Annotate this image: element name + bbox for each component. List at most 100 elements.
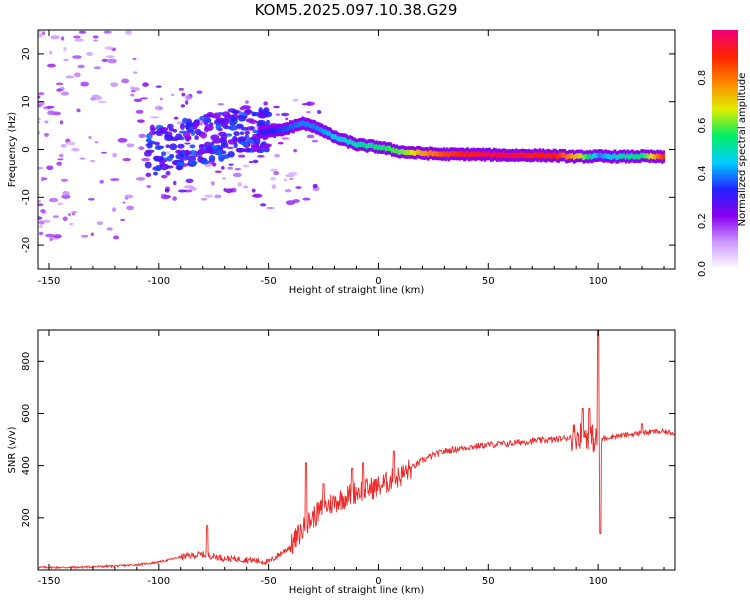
heatmap-ridge-core xyxy=(406,149,410,156)
heatmap-ridge-core xyxy=(516,152,520,159)
heatmap-noise-cell xyxy=(281,112,290,117)
heatmap-ridge-core xyxy=(510,152,513,159)
heatmap-noise-cell xyxy=(121,78,130,84)
heatmap-noise-cell xyxy=(38,117,41,121)
heatmap-ridge-core xyxy=(354,142,358,148)
heatmap-noise-cell xyxy=(137,119,145,123)
heatmap-cluster-cell xyxy=(198,144,205,148)
heatmap-ridge-core xyxy=(270,128,273,134)
heatmap-noise-cell xyxy=(270,177,276,181)
heatmap-ridge-core xyxy=(659,153,662,159)
heatmap-noise-cell xyxy=(66,141,76,146)
heatmap-cluster-cell xyxy=(219,137,226,144)
heatmap-cluster-cell xyxy=(194,135,199,140)
heatmap-noise-cell xyxy=(252,193,263,198)
snr-y-tick-label: 200 xyxy=(21,508,32,527)
heatmap-ridge-core xyxy=(329,131,332,137)
heatmap-ridge-core xyxy=(412,150,416,156)
heatmap-cluster-cell xyxy=(196,151,204,155)
heatmap-noise-cell xyxy=(285,117,289,121)
heatmap-y-tick-label: 20 xyxy=(21,48,32,61)
heatmap-ridge-core xyxy=(519,152,523,158)
heatmap-noise-cell xyxy=(38,95,41,99)
heatmap-ridge-core xyxy=(524,152,527,158)
heatmap-ridge-core xyxy=(361,141,364,148)
heatmap-ridge-core xyxy=(649,153,653,159)
heatmap-ridge-core xyxy=(389,146,393,152)
heatmap-ridge-core xyxy=(290,123,294,130)
heatmap-noise-cell xyxy=(275,113,281,116)
heatmap-ridge-core xyxy=(511,152,515,158)
heatmap-noise-cell xyxy=(38,200,42,203)
heatmap-noise-cell xyxy=(232,172,242,178)
heatmap-ridge-core xyxy=(265,130,269,136)
heatmap-noise-cell xyxy=(62,190,70,196)
heatmap-noise-cell xyxy=(220,165,225,170)
heatmap-ridge-core xyxy=(472,151,476,157)
heatmap-ridge-core xyxy=(607,153,611,159)
heatmap-cluster-cell xyxy=(248,119,258,124)
heatmap-noise-cell xyxy=(311,140,319,143)
heatmap-ridge-core xyxy=(514,152,518,158)
heatmap-cluster-cell xyxy=(167,123,174,129)
heatmap-cluster-cell xyxy=(143,150,152,157)
heatmap-cluster-cell xyxy=(265,119,271,126)
snr-x-tick-label: -150 xyxy=(38,576,61,587)
heatmap-noise-cell xyxy=(256,154,265,158)
heatmap-noise-cell xyxy=(217,102,225,106)
heatmap-ridge-core xyxy=(535,152,538,158)
heatmap-ridge-core xyxy=(441,152,444,158)
heatmap-ridge-core xyxy=(442,150,446,157)
heatmap-ridge-core xyxy=(422,150,425,157)
heatmap-ridge-core xyxy=(480,152,484,158)
heatmap-noise-cell xyxy=(40,208,46,214)
heatmap-ridge-core xyxy=(474,152,477,158)
heatmap-noise-cell xyxy=(47,110,56,116)
heatmap-noise-cell xyxy=(225,188,233,194)
heatmap-noise-cell xyxy=(89,159,96,163)
heatmap-ridge-core xyxy=(574,153,578,159)
heatmap-x-tick-label: -50 xyxy=(260,276,276,287)
heatmap-ridge-core xyxy=(461,151,465,157)
heatmap-noise-cell xyxy=(196,90,203,94)
heatmap-ridge-core xyxy=(634,154,637,160)
heatmap-ridge-core xyxy=(359,141,363,148)
heatmap-ridge-core xyxy=(337,136,341,142)
heatmap-ridge-core xyxy=(383,144,386,151)
heatmap-noise-cell xyxy=(178,87,185,91)
heatmap-ridge-core xyxy=(381,144,385,151)
heatmap-noise-cell xyxy=(38,101,45,106)
heatmap-ridge-core xyxy=(320,127,323,133)
heatmap-cluster-cell xyxy=(192,123,198,130)
heatmap-ridge-core xyxy=(278,127,281,133)
heatmap-cluster-cell xyxy=(226,133,233,137)
heatmap-ridge-core xyxy=(455,151,458,157)
heatmap-noise-cell xyxy=(59,120,64,125)
heatmap-ridge-core xyxy=(268,128,272,134)
heatmap-ridge-core xyxy=(284,126,287,132)
heatmap-noise-cell xyxy=(281,137,290,140)
heatmap-ridge-core xyxy=(541,152,545,158)
heatmap-ridge-core xyxy=(635,153,639,159)
heatmap-cluster-cell xyxy=(257,112,268,119)
heatmap-ridge-core xyxy=(566,154,570,160)
heatmap-noise-cell xyxy=(122,201,126,204)
heatmap-ridge-core xyxy=(394,148,397,154)
heatmap-noise-cell xyxy=(273,171,280,176)
heatmap-cluster-cell xyxy=(227,151,235,158)
heatmap-ridge-core xyxy=(631,153,634,159)
heatmap-noise-cell xyxy=(34,19,42,23)
heatmap-ridge-core xyxy=(414,150,418,156)
heatmap-ridge-core xyxy=(620,153,623,159)
heatmap-cluster-cell xyxy=(251,111,257,117)
heatmap-noise-cell xyxy=(283,178,287,182)
heatmap-noise-cell xyxy=(292,98,299,102)
heatmap-noise-cell xyxy=(107,58,117,64)
heatmap-ridge-core xyxy=(460,151,463,157)
heatmap-noise-cell xyxy=(150,116,160,119)
heatmap-ridge-core xyxy=(397,149,400,155)
heatmap-noise-cell xyxy=(92,35,99,39)
heatmap-ridge-core xyxy=(621,153,625,159)
heatmap-ridge-core xyxy=(279,127,283,133)
heatmap-noise-cell xyxy=(44,120,49,124)
